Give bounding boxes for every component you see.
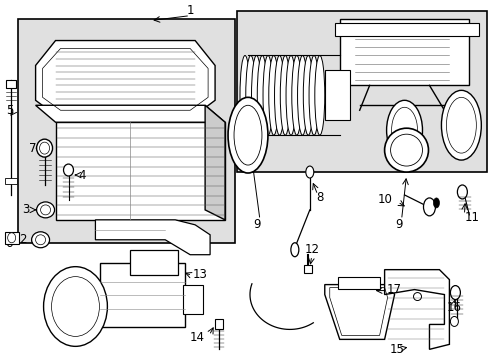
Polygon shape — [204, 105, 224, 220]
Ellipse shape — [384, 128, 427, 172]
Ellipse shape — [449, 316, 457, 327]
Ellipse shape — [240, 55, 249, 135]
Polygon shape — [36, 105, 224, 122]
Text: 5: 5 — [6, 104, 13, 117]
Ellipse shape — [456, 185, 467, 199]
Text: 9: 9 — [253, 218, 260, 231]
Text: 9: 9 — [394, 218, 402, 231]
Ellipse shape — [245, 55, 255, 135]
Ellipse shape — [37, 139, 52, 157]
Bar — [183, 285, 203, 315]
Ellipse shape — [280, 55, 290, 135]
Ellipse shape — [32, 232, 49, 248]
Ellipse shape — [37, 202, 55, 218]
Text: 1: 1 — [186, 4, 194, 17]
Polygon shape — [324, 285, 394, 339]
Ellipse shape — [43, 267, 107, 346]
Text: 10: 10 — [377, 193, 392, 206]
Ellipse shape — [291, 55, 301, 135]
Ellipse shape — [297, 55, 307, 135]
Bar — [18, 19, 235, 243]
Ellipse shape — [251, 55, 261, 135]
Text: 7: 7 — [29, 141, 36, 155]
Text: 6: 6 — [5, 237, 12, 250]
Bar — [324, 71, 349, 120]
Ellipse shape — [8, 233, 16, 243]
Text: 12: 12 — [304, 243, 319, 256]
Text: 2: 2 — [19, 233, 26, 246]
Bar — [130, 250, 178, 275]
Bar — [237, 11, 487, 172]
Text: 3: 3 — [22, 203, 29, 216]
Ellipse shape — [386, 100, 422, 160]
Bar — [100, 263, 185, 328]
Ellipse shape — [432, 198, 439, 208]
Text: 13: 13 — [192, 268, 207, 281]
Polygon shape — [334, 23, 478, 36]
Bar — [6, 80, 16, 88]
Text: 11: 11 — [464, 211, 478, 224]
Ellipse shape — [303, 55, 313, 135]
Bar — [5, 232, 19, 244]
Text: 17: 17 — [386, 283, 401, 296]
Text: 15: 15 — [389, 343, 404, 356]
Bar — [215, 319, 223, 329]
Ellipse shape — [263, 55, 272, 135]
Ellipse shape — [449, 285, 459, 300]
Polygon shape — [56, 122, 224, 220]
Text: 16: 16 — [446, 301, 461, 314]
Polygon shape — [384, 270, 448, 349]
Bar — [5, 178, 17, 184]
Text: 14: 14 — [190, 331, 204, 344]
Ellipse shape — [257, 55, 267, 135]
Ellipse shape — [290, 243, 298, 257]
Polygon shape — [95, 220, 210, 255]
Polygon shape — [36, 41, 215, 115]
Ellipse shape — [285, 55, 295, 135]
Ellipse shape — [423, 198, 435, 216]
Ellipse shape — [63, 164, 73, 176]
Ellipse shape — [227, 97, 267, 173]
Text: 4: 4 — [79, 168, 86, 181]
Text: 8: 8 — [315, 192, 323, 204]
Ellipse shape — [305, 166, 313, 178]
Polygon shape — [339, 19, 468, 85]
Ellipse shape — [441, 90, 480, 160]
Ellipse shape — [308, 55, 318, 135]
Bar — [337, 276, 379, 289]
Bar — [303, 265, 311, 273]
Ellipse shape — [314, 55, 324, 135]
Ellipse shape — [268, 55, 278, 135]
Ellipse shape — [274, 55, 284, 135]
